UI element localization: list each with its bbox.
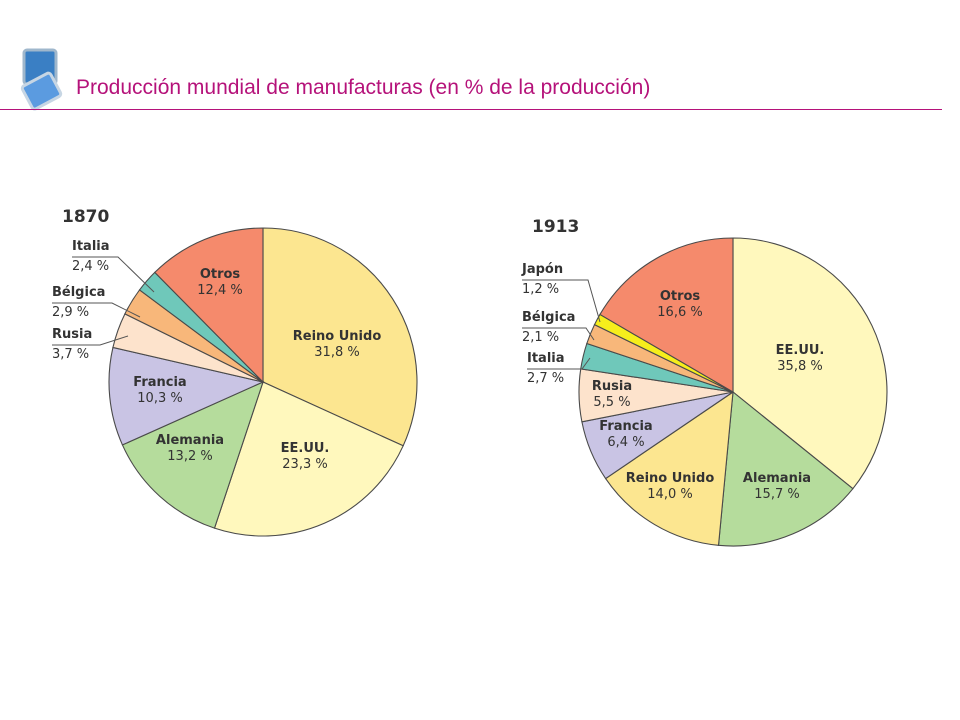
pie-slice-otros <box>599 237 734 393</box>
slice-value-belgica: 2,1 % <box>522 330 559 345</box>
pie-slice-ee-uu <box>732 237 888 490</box>
slice-label-otros: Otros <box>200 267 241 282</box>
slice-value-alemania: 15,7 % <box>754 487 799 502</box>
pie-slice-reino-unido <box>262 227 418 447</box>
pie-slice-reino-unido <box>604 390 734 546</box>
slice-label-reino-unido: Reino Unido <box>293 329 382 344</box>
slice-label-japon: Japón <box>521 262 563 277</box>
slice-value-japon: 1,2 % <box>522 282 559 297</box>
slice-label-reino-unido: Reino Unido <box>626 471 715 486</box>
pie-slice-alemania <box>717 390 854 547</box>
title-divider <box>0 109 942 110</box>
leader-line-japon <box>522 279 601 323</box>
slice-label-ee-uu: EE.UU. <box>776 343 825 358</box>
slice-value-rusia: 3,7 % <box>52 347 89 362</box>
slice-value-alemania: 13,2 % <box>167 449 212 464</box>
slice-label-italia: Italia <box>527 351 565 366</box>
leader-line-rusia <box>52 335 129 346</box>
slice-value-reino-unido: 31,8 % <box>314 345 359 360</box>
leader-line-italia <box>72 256 155 293</box>
slice-label-belgica: Bélgica <box>52 285 105 300</box>
chart-title: 1870 <box>62 207 109 227</box>
slice-value-otros: 12,4 % <box>197 283 242 298</box>
pie-slice-otros <box>154 227 264 384</box>
leader-line-belgica <box>522 327 595 341</box>
slice-value-francia: 6,4 % <box>607 435 644 450</box>
slice-label-francia: Francia <box>133 375 186 390</box>
slice-value-reino-unido: 14,0 % <box>647 487 692 502</box>
leader-line-italia <box>527 357 591 370</box>
chart-title: 1913 <box>532 217 579 237</box>
slice-label-belgica: Bélgica <box>522 310 575 325</box>
slice-value-ee-uu: 35,8 % <box>777 359 822 374</box>
slice-value-belgica: 2,9 % <box>52 305 89 320</box>
presentation-logo-icon <box>20 48 63 111</box>
slice-label-rusia: Rusia <box>52 327 92 342</box>
slice-value-rusia: 5,5 % <box>593 395 630 410</box>
pie-slice-alemania <box>121 380 264 529</box>
slice-value-ee-uu: 23,3 % <box>282 457 327 472</box>
slice-label-francia: Francia <box>599 419 652 434</box>
slice-value-francia: 10,3 % <box>137 391 182 406</box>
pie-slice-ee-uu <box>213 381 404 537</box>
slice-value-otros: 16,6 % <box>657 305 702 320</box>
slide-title: Producción mundial de manufacturas (en %… <box>76 76 651 99</box>
slice-label-alemania: Alemania <box>156 433 224 448</box>
slice-value-italia: 2,7 % <box>527 371 564 386</box>
slice-label-rusia: Rusia <box>592 379 632 394</box>
slice-label-otros: Otros <box>660 289 701 304</box>
slice-label-italia: Italia <box>72 239 110 254</box>
slice-label-alemania: Alemania <box>743 471 811 486</box>
slice-value-italia: 2,4 % <box>72 259 109 274</box>
slice-label-ee-uu: EE.UU. <box>281 441 330 456</box>
pie-slice-francia <box>108 346 265 446</box>
leader-line-belgica <box>52 302 141 318</box>
